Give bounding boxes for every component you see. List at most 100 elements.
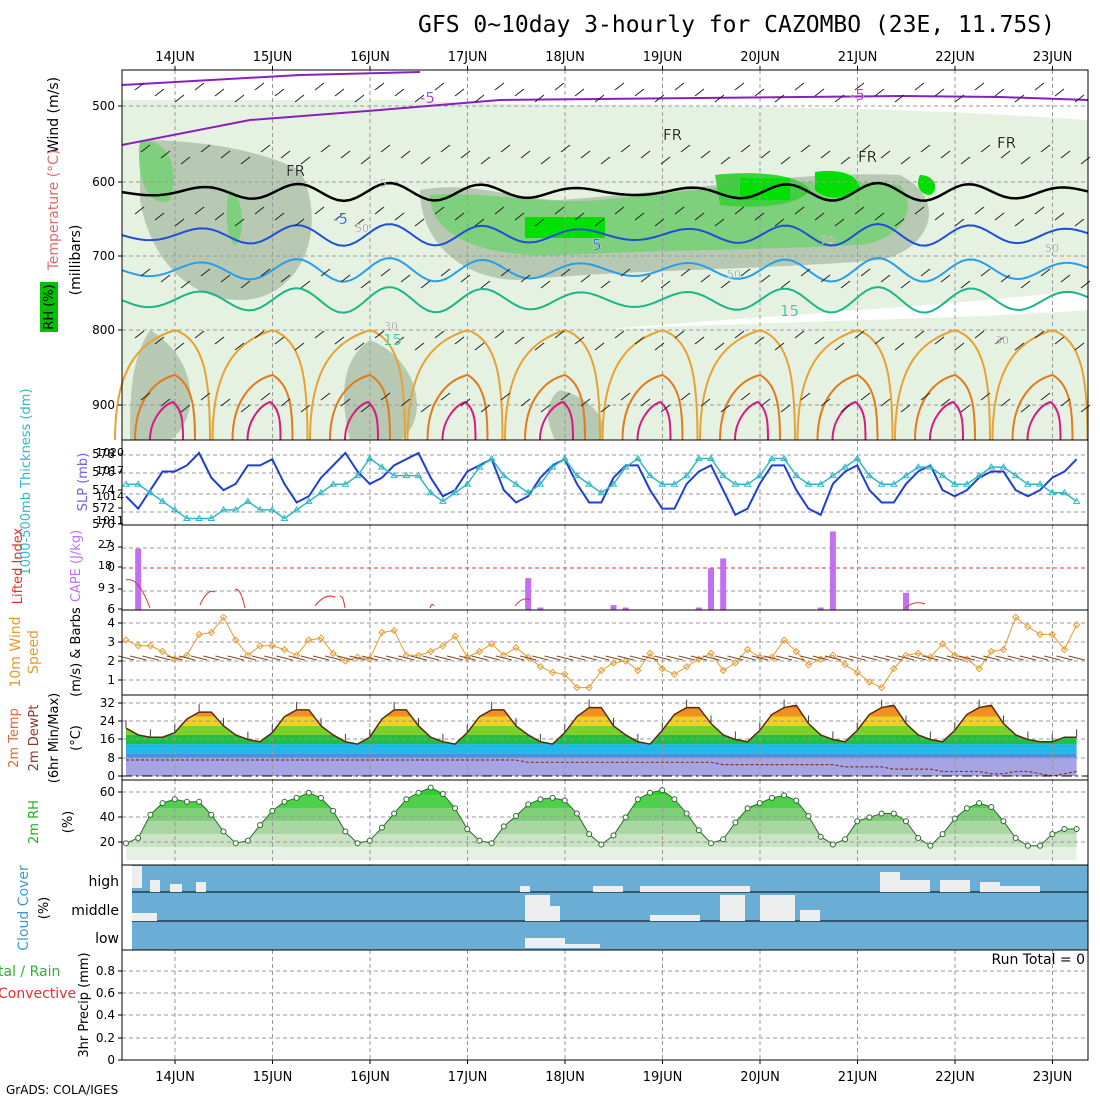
rh-marker [1000, 818, 1007, 825]
thickness-marker [426, 488, 435, 496]
thickness-marker [499, 471, 508, 479]
contour-temp-magenta [344, 400, 379, 441]
cloud-gap [980, 882, 1000, 892]
surface-wind-barb [971, 655, 988, 661]
series-slp [125, 451, 1078, 517]
thickness-marker [646, 471, 654, 479]
wind-barb [574, 212, 585, 221]
thickness-marker [487, 454, 496, 462]
wind-barb [894, 218, 905, 227]
lifted-index-line [514, 598, 531, 607]
surface-wind-barb [910, 655, 927, 661]
thickness-marker [402, 471, 411, 479]
wind-barb [880, 150, 891, 159]
wind-tick-label: 1 [107, 673, 115, 687]
wind-speed-marker [987, 647, 996, 656]
wind-barb [760, 150, 771, 159]
surface-wind-barb [873, 655, 890, 661]
wind-barb [480, 404, 491, 413]
wind-speed-marker [1048, 630, 1056, 639]
wind-barb [314, 82, 325, 91]
thickness-marker [975, 471, 984, 479]
date-label-top: 17JUN [448, 50, 488, 65]
wind-speed-marker [646, 649, 654, 658]
surface-wind-barb [166, 655, 183, 661]
wind-speed-marker [634, 666, 642, 675]
ylabel-minmax: (6hr Min/Max) [47, 693, 62, 783]
thickness-marker [438, 497, 447, 504]
lifted-index-line [199, 590, 216, 606]
wind-barb [134, 206, 145, 215]
wind-barb [400, 150, 411, 159]
contour-label: 30 [995, 334, 1009, 347]
wind-barb [940, 150, 951, 159]
wind-barb [174, 342, 185, 351]
wind-barb [920, 144, 931, 153]
wind-barb [1040, 144, 1051, 153]
wind-barb [274, 212, 285, 221]
wind-barb [700, 398, 711, 407]
wind-barb [760, 274, 771, 283]
wind-barb [400, 398, 411, 407]
wind-barb [1074, 94, 1085, 103]
wind-barb [940, 274, 951, 283]
thickness-marker [877, 480, 886, 487]
wind-barb [420, 156, 431, 165]
rh-color-band [126, 808, 1077, 822]
cape-bar [708, 568, 714, 610]
wind-speed-marker [792, 647, 801, 656]
wind-barb [440, 392, 451, 401]
wind-barb [660, 280, 671, 289]
rh-marker [525, 801, 532, 808]
wind-barb [940, 398, 951, 407]
rh-marker [647, 789, 654, 796]
wind-barb [234, 342, 245, 351]
pressure-tick-label: 900 [92, 398, 115, 412]
thickness-marker [280, 514, 289, 521]
contour-freezing [121, 181, 1089, 203]
contour-label: FR [663, 126, 682, 144]
rh-marker [598, 841, 605, 848]
thickness-marker [670, 480, 679, 487]
wind-barb [834, 218, 845, 227]
thickness-marker [195, 514, 204, 521]
thickness-marker [536, 480, 545, 487]
rh-marker [610, 832, 617, 839]
ylabel-cloud-unit: (%) [37, 897, 52, 920]
lifted-index-line [339, 595, 346, 609]
wind-barb [320, 268, 331, 277]
wind-speed-marker [780, 636, 788, 644]
precip-tick-label: 0.6 [96, 986, 115, 1000]
thickness-marker [451, 488, 459, 496]
wind-barb [580, 150, 591, 159]
wind-speed-marker [926, 653, 935, 661]
cape-bar [622, 607, 629, 610]
wind-barb [560, 392, 571, 401]
wind-speed-marker [487, 640, 496, 648]
wind-speed-marker [146, 642, 155, 650]
wind-barb [494, 330, 505, 339]
rh-marker [196, 798, 203, 805]
wind-barb [454, 212, 465, 221]
wind-barb [900, 404, 911, 413]
surface-wind-barb [471, 655, 488, 661]
contour-label: 15 [780, 302, 799, 320]
wind-barb [754, 88, 765, 97]
wind-speed-marker [195, 630, 203, 639]
date-label-top: 23JUN [1033, 50, 1073, 65]
wind-barb [874, 336, 885, 345]
contour-label: FR [286, 162, 305, 180]
contour-temp-magenta [831, 400, 867, 441]
wind-speed-marker [1024, 623, 1032, 631]
cloud-gap [940, 880, 970, 892]
rh-marker [232, 840, 239, 847]
thickness-marker [158, 497, 167, 504]
cloud-level-label: high [88, 874, 119, 890]
thickness-marker [926, 463, 935, 470]
wind-barb [700, 274, 711, 283]
contour-temp-magenta [734, 400, 769, 441]
wind-barb [1020, 280, 1031, 289]
wind-barb [760, 398, 771, 407]
wind-barb [1040, 392, 1051, 401]
cloud-gap [593, 886, 623, 892]
